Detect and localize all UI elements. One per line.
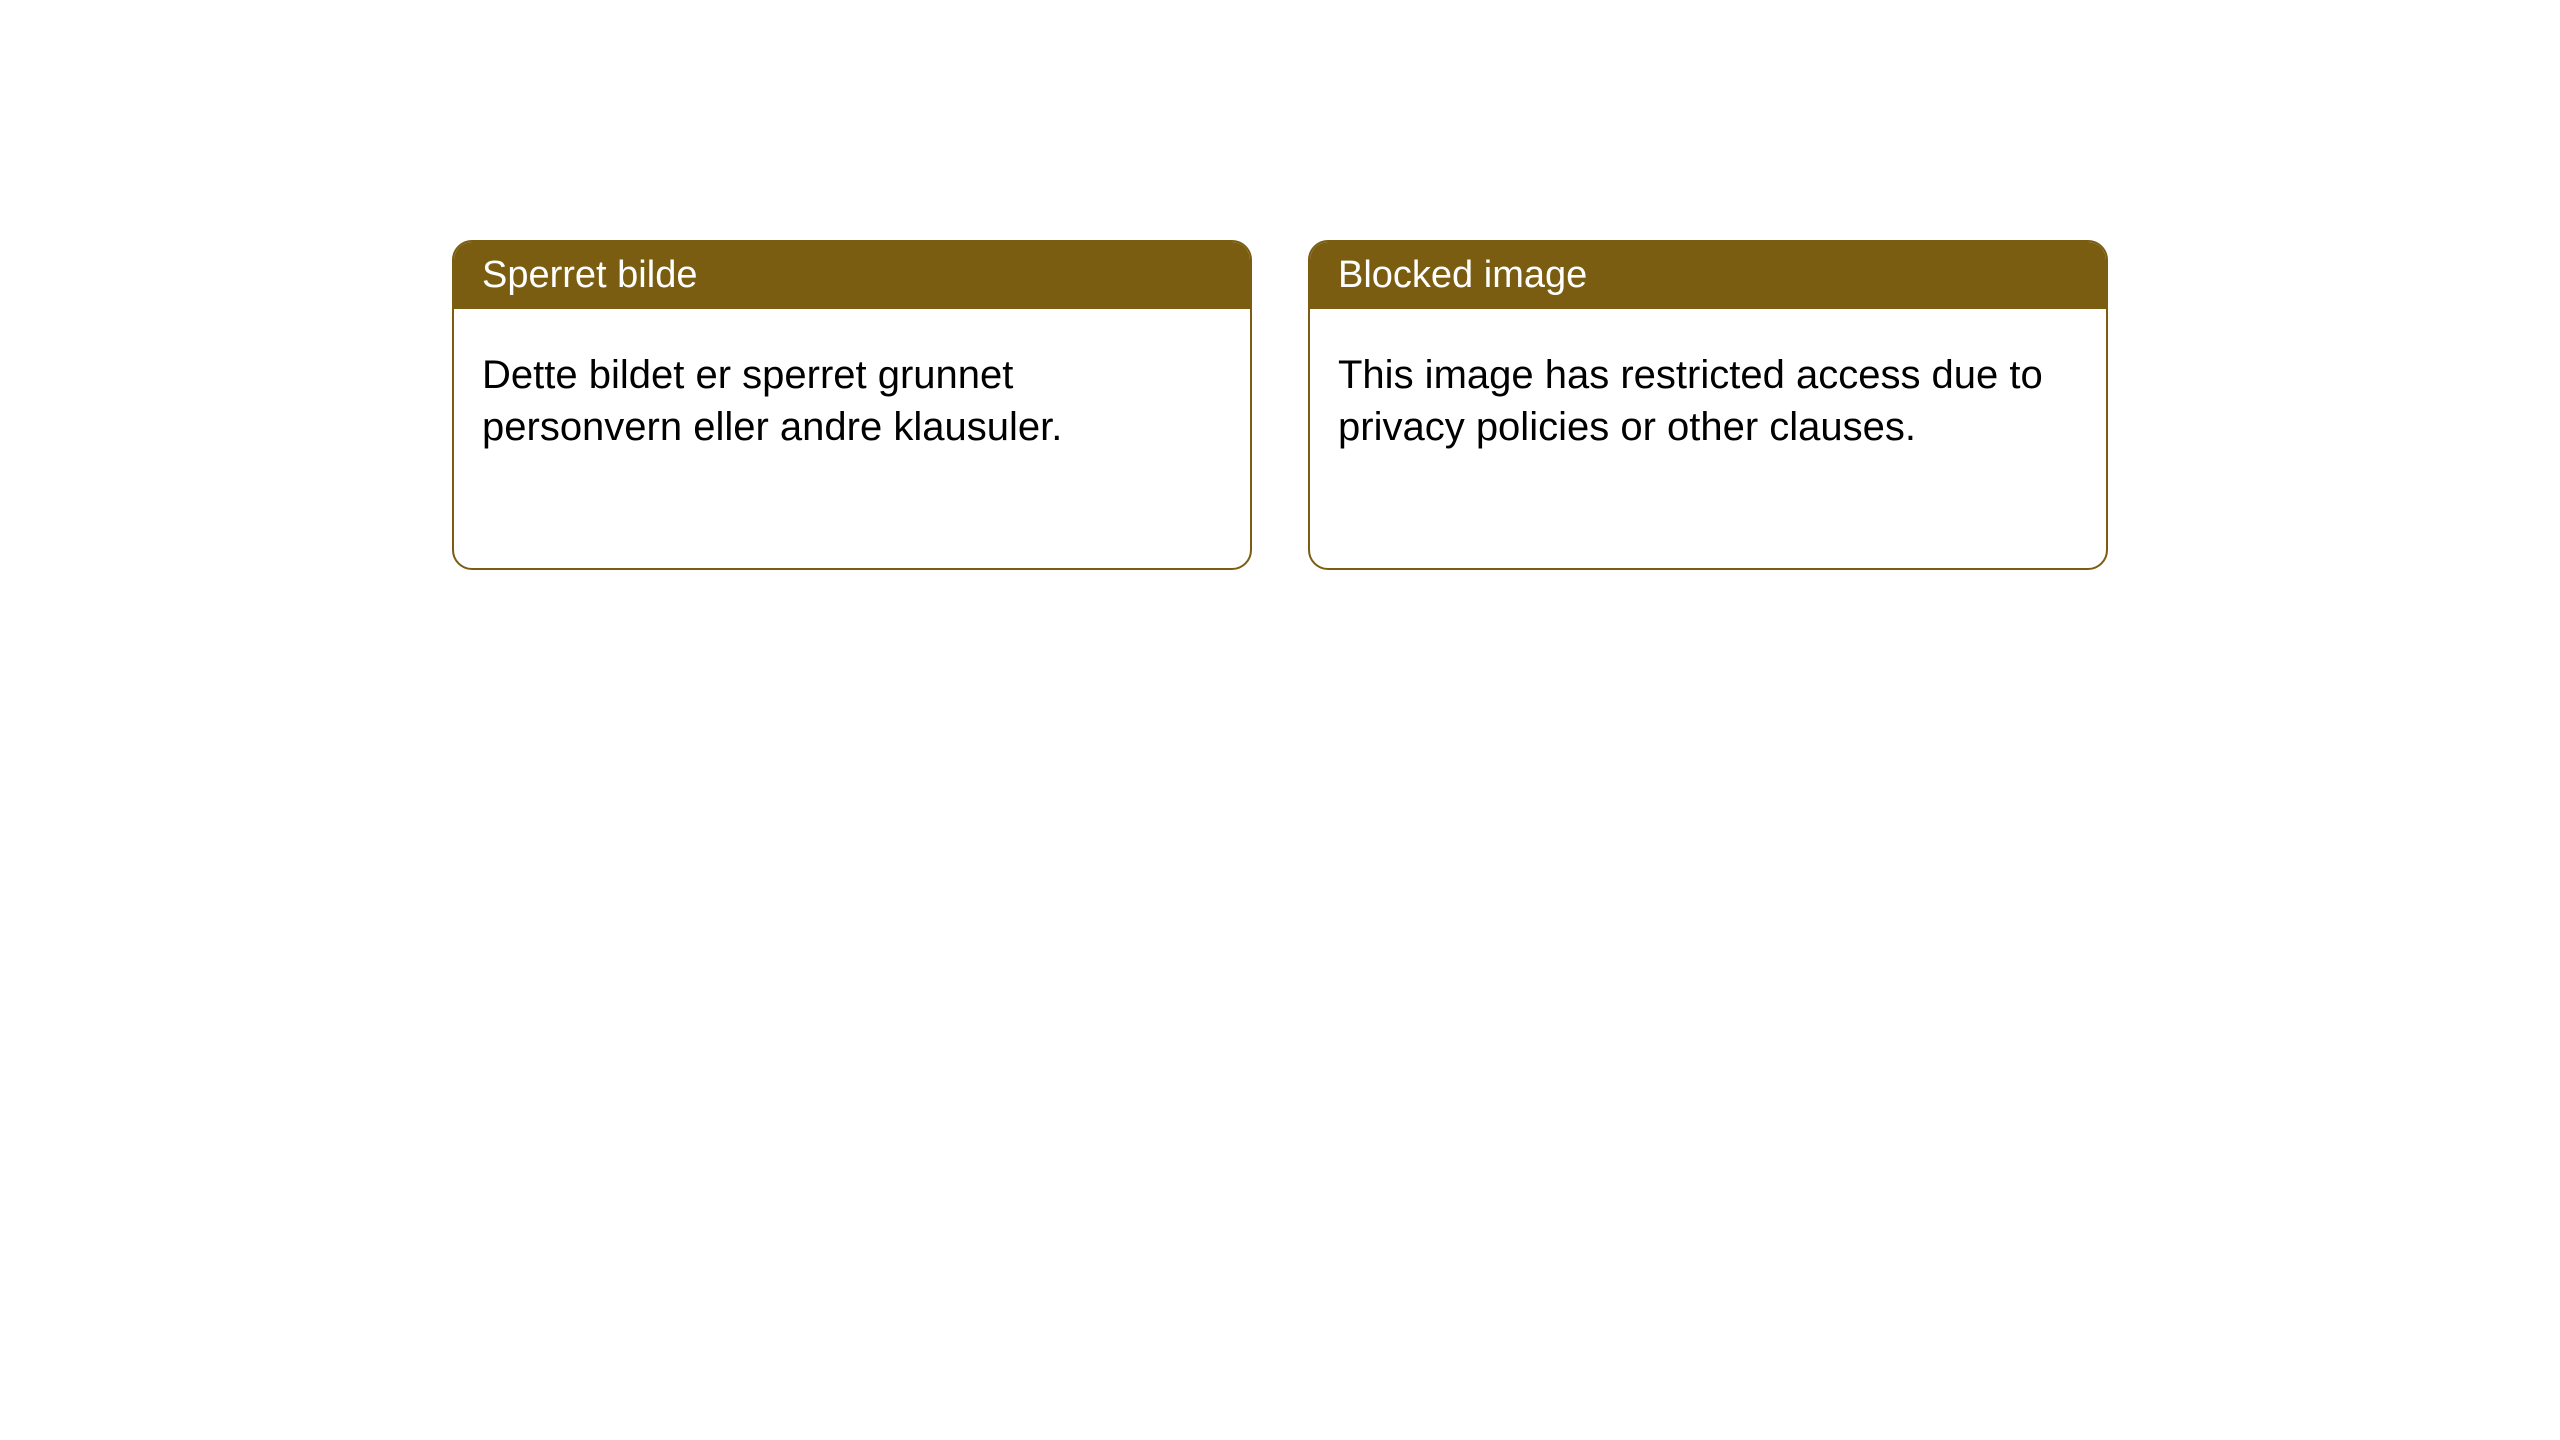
notice-header: Sperret bilde (454, 242, 1250, 309)
notice-card-english: Blocked image This image has restricted … (1308, 240, 2108, 570)
notice-body: Dette bildet er sperret grunnet personve… (454, 309, 1250, 493)
notice-message: Dette bildet er sperret grunnet personve… (482, 353, 1062, 449)
notice-message: This image has restricted access due to … (1338, 353, 2043, 449)
notice-body: This image has restricted access due to … (1310, 309, 2106, 493)
notice-header: Blocked image (1310, 242, 2106, 309)
notice-title: Sperret bilde (482, 254, 697, 296)
notice-title: Blocked image (1338, 254, 1587, 296)
notice-card-norwegian: Sperret bilde Dette bildet er sperret gr… (452, 240, 1252, 570)
notice-container: Sperret bilde Dette bildet er sperret gr… (0, 0, 2560, 570)
